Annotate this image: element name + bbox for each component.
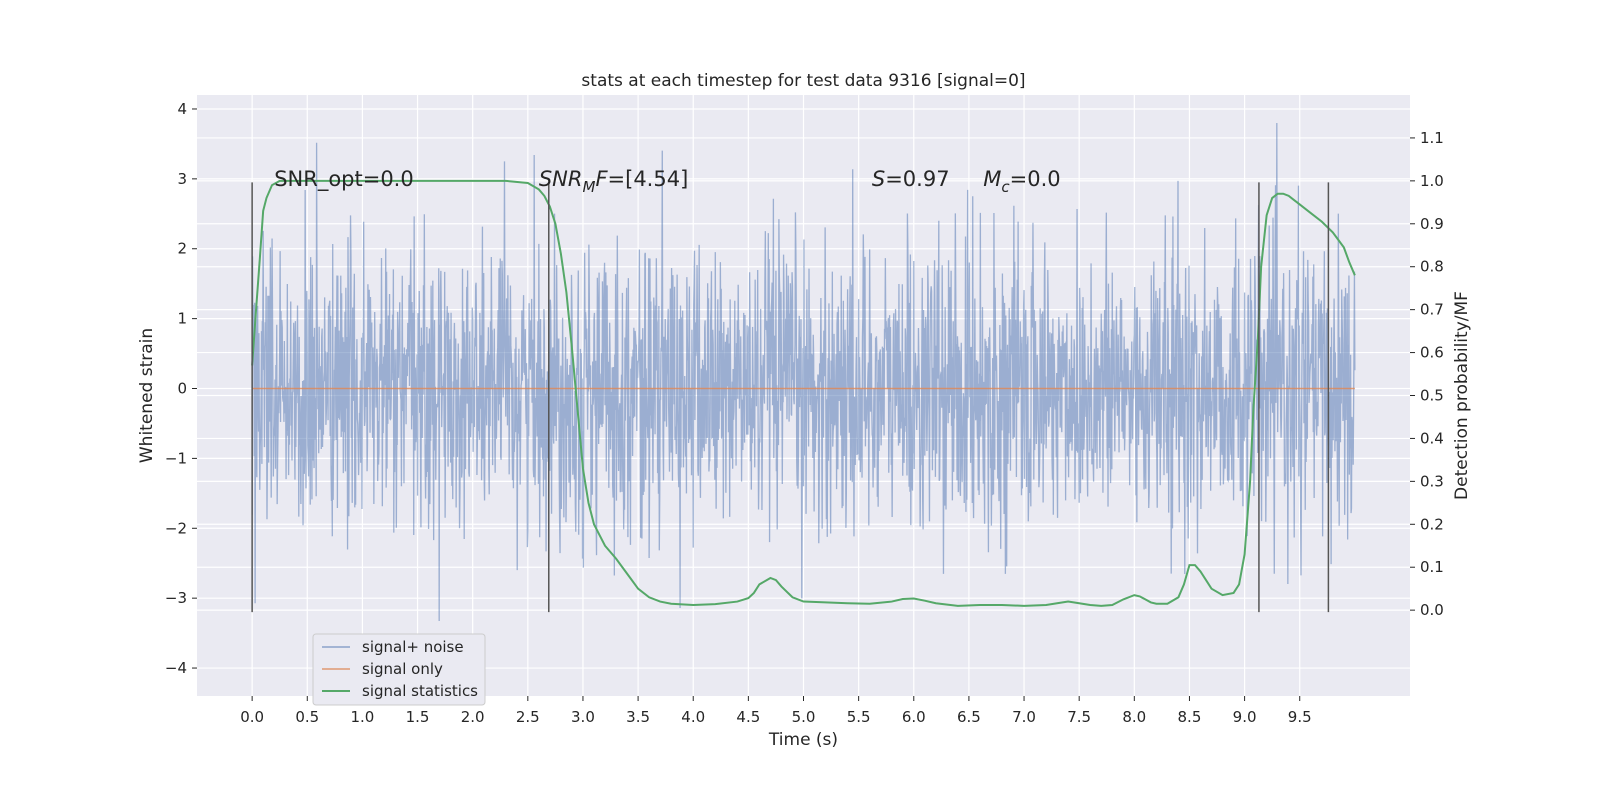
legend-label-stats: signal statistics — [362, 682, 478, 700]
x-tick-label: 6.0 — [902, 708, 926, 726]
y-left-tick-label: −3 — [165, 589, 187, 607]
legend-label-noise: signal+ noise — [362, 638, 464, 656]
x-tick-label: 4.5 — [736, 708, 760, 726]
legend: signal+ noise signal only signal statist… — [312, 633, 486, 706]
annotation-snr-mf-rest: F — [595, 167, 608, 191]
legend-box — [312, 633, 486, 706]
y-left-tick-label: 1 — [177, 310, 187, 328]
annotation-snr-mf: SNRMF=[4.54] — [539, 167, 688, 196]
x-tick-label: 9.0 — [1233, 708, 1257, 726]
signal-statistics-line — [251, 179, 1356, 607]
y-right-tick-label: 0.2 — [1420, 515, 1444, 533]
annotation-s: S=0.97 — [872, 167, 950, 191]
x-tick-label: 2.0 — [461, 708, 485, 726]
noise-series — [251, 122, 1356, 621]
x-tick-label: 4.0 — [681, 708, 705, 726]
x-tick-label: 5.0 — [792, 708, 816, 726]
x-tick-label: 8.0 — [1122, 708, 1146, 726]
y-right-tick-label: 0.3 — [1420, 472, 1444, 490]
annotation-mc-symbol: M — [983, 167, 1001, 191]
y-left-tick-label: 3 — [177, 170, 187, 188]
annotation-mc-sub: c — [1001, 178, 1010, 196]
y-right-tick-label: 0.5 — [1420, 387, 1444, 405]
y-right-tick-label: 0.8 — [1420, 258, 1444, 276]
x-tick-label: 0.0 — [240, 708, 264, 726]
annotation-snr-opt: SNR_opt=0.0 — [274, 167, 414, 192]
annotation-mc: Mc=0.0 — [983, 167, 1060, 196]
x-tick-label: 5.5 — [847, 708, 871, 726]
x-tick-label: 7.0 — [1012, 708, 1036, 726]
x-tick-label: 0.5 — [295, 708, 319, 726]
y-right-tick-label: 0.7 — [1420, 301, 1444, 319]
noise-series-line — [251, 122, 1356, 621]
annotation-s-symbol: S — [872, 167, 885, 191]
x-tick-label: 3.0 — [571, 708, 595, 726]
y-right-tick-label: 1.0 — [1420, 172, 1444, 190]
x-tick-label: 1.5 — [406, 708, 430, 726]
x-tick-label: 8.5 — [1178, 708, 1202, 726]
axis-ticks: 0.0 0.5 1.0 1.5 2.0 2.5 3.0 3.5 4.0 4.5 5.0 5.5 6.0 6… — [165, 100, 1444, 726]
vertical-markers — [251, 182, 1330, 613]
y-left-tick-label: −2 — [165, 519, 187, 537]
y-right-tick-label: 0.4 — [1420, 429, 1444, 447]
y-left-tick-label: −4 — [165, 659, 187, 677]
y-left-tick-label: 4 — [177, 100, 187, 118]
y-right-tick-label: 0.9 — [1420, 215, 1444, 233]
y-right-tick-label: 0.6 — [1420, 344, 1444, 362]
x-tick-label: 3.5 — [626, 708, 650, 726]
y-axis-right-label: Detection probability/MF — [1452, 291, 1472, 500]
x-tick-label: 9.5 — [1288, 708, 1312, 726]
y-right-tick-label: 0.1 — [1420, 558, 1444, 576]
y-right-tick-label: 0.0 — [1420, 601, 1444, 619]
chart-title: stats at each timestep for test data 931… — [581, 71, 1025, 91]
series-lines — [251, 179, 1356, 607]
x-tick-label: 7.5 — [1067, 708, 1091, 726]
annotation-mc-value: =0.0 — [1010, 167, 1061, 191]
annotation-s-value: =0.97 — [885, 167, 949, 191]
legend-label-signal: signal only — [362, 660, 443, 678]
y-axis-left-label: Whitened strain — [137, 328, 157, 463]
x-tick-label: 2.5 — [516, 708, 540, 726]
x-tick-label: 6.5 — [957, 708, 981, 726]
y-right-tick-label: 1.1 — [1420, 129, 1444, 147]
y-left-tick-label: −1 — [165, 449, 187, 467]
x-tick-label: 1.0 — [350, 708, 374, 726]
annotation-snr-mf-value: =[4.54] — [608, 167, 689, 191]
annotation-snr-mf-sub: M — [582, 178, 595, 196]
annotation-snr-mf-base: SNR — [539, 167, 583, 191]
x-axis-label: Time (s) — [768, 730, 838, 750]
y-left-tick-label: 0 — [177, 380, 187, 398]
y-left-tick-label: 2 — [177, 240, 187, 258]
